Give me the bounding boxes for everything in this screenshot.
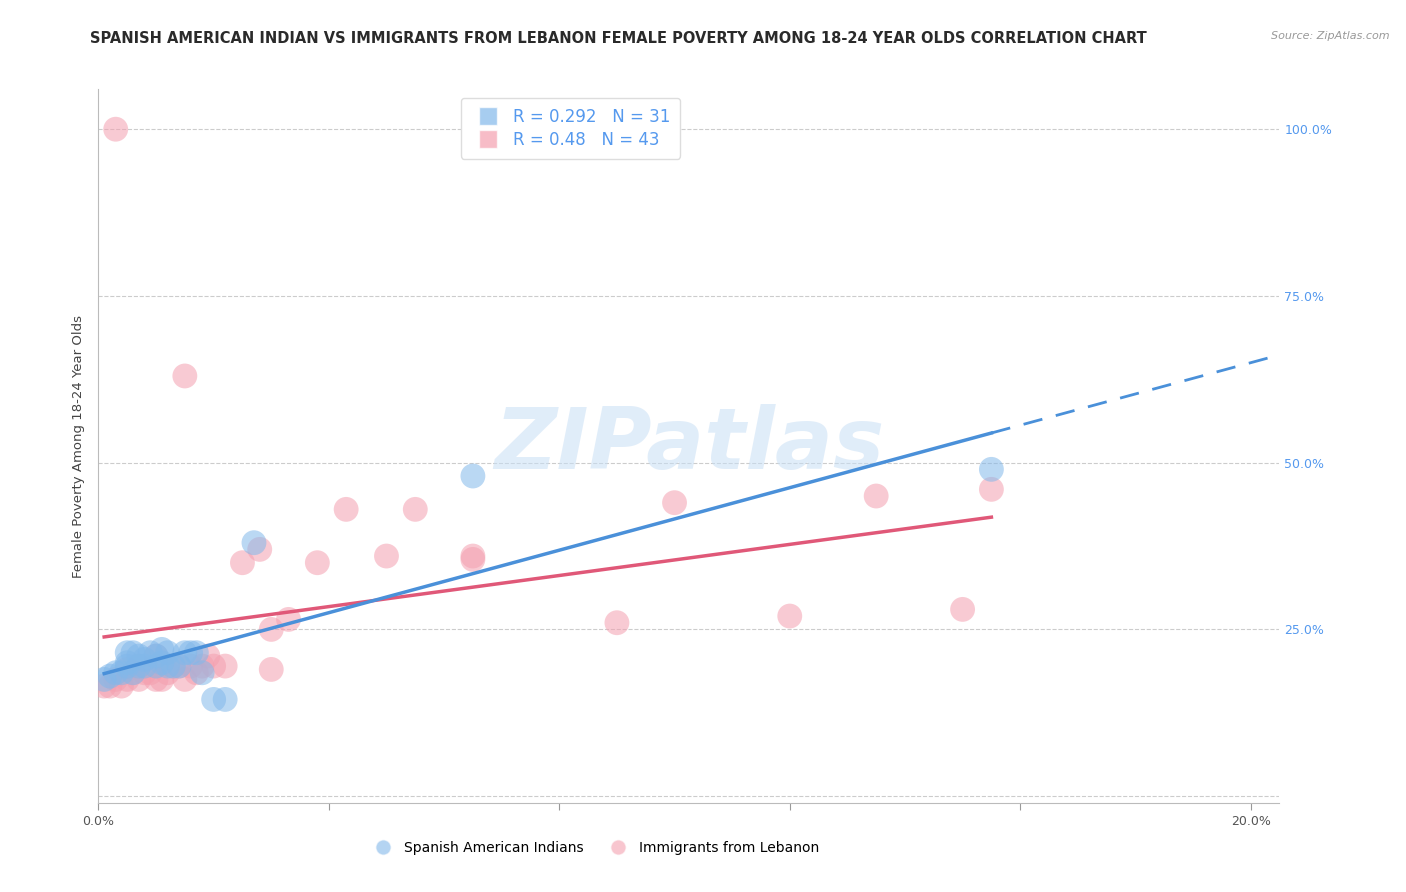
Point xyxy=(779,609,801,624)
Point xyxy=(128,659,150,673)
Point xyxy=(104,665,127,680)
Point xyxy=(128,659,150,673)
Point xyxy=(128,673,150,687)
Point xyxy=(249,542,271,557)
Point xyxy=(145,673,167,687)
Point xyxy=(128,649,150,664)
Point xyxy=(145,659,167,673)
Legend: Spanish American Indians, Immigrants from Lebanon: Spanish American Indians, Immigrants fro… xyxy=(364,835,825,860)
Point xyxy=(202,659,225,673)
Point xyxy=(180,659,202,673)
Point xyxy=(122,665,145,680)
Point xyxy=(260,662,283,676)
Point xyxy=(180,646,202,660)
Point xyxy=(98,669,121,683)
Point xyxy=(122,646,145,660)
Text: ZIPatlas: ZIPatlas xyxy=(494,404,884,488)
Point xyxy=(115,662,138,676)
Point xyxy=(606,615,628,630)
Point xyxy=(156,646,179,660)
Point xyxy=(150,673,173,687)
Point xyxy=(277,612,299,626)
Point xyxy=(173,673,195,687)
Point xyxy=(150,642,173,657)
Point xyxy=(134,659,156,673)
Point xyxy=(186,665,208,680)
Point xyxy=(162,659,184,673)
Point xyxy=(115,659,138,673)
Point xyxy=(167,659,190,673)
Point xyxy=(335,502,357,516)
Point xyxy=(461,549,484,563)
Point xyxy=(191,659,214,673)
Point xyxy=(162,659,184,673)
Point xyxy=(202,692,225,706)
Point xyxy=(186,646,208,660)
Point xyxy=(98,679,121,693)
Text: Source: ZipAtlas.com: Source: ZipAtlas.com xyxy=(1271,31,1389,41)
Point xyxy=(664,496,686,510)
Point xyxy=(156,659,179,673)
Point xyxy=(156,665,179,680)
Point xyxy=(110,665,132,680)
Point xyxy=(214,692,236,706)
Point xyxy=(980,462,1002,476)
Point xyxy=(980,483,1002,497)
Point xyxy=(243,535,266,549)
Point xyxy=(375,549,398,563)
Point xyxy=(139,665,162,680)
Point xyxy=(461,552,484,566)
Point xyxy=(150,656,173,670)
Point xyxy=(145,649,167,664)
Point xyxy=(115,656,138,670)
Point xyxy=(404,502,426,516)
Point xyxy=(145,649,167,664)
Point xyxy=(167,659,190,673)
Point xyxy=(110,679,132,693)
Point xyxy=(231,556,253,570)
Point xyxy=(260,623,283,637)
Point xyxy=(122,665,145,680)
Point xyxy=(461,469,484,483)
Point xyxy=(307,556,329,570)
Point xyxy=(115,673,138,687)
Point xyxy=(93,673,115,687)
Point xyxy=(173,646,195,660)
Point xyxy=(93,679,115,693)
Point xyxy=(865,489,887,503)
Point xyxy=(134,652,156,666)
Point xyxy=(214,659,236,673)
Point xyxy=(104,122,127,136)
Point xyxy=(197,649,219,664)
Point xyxy=(139,646,162,660)
Point xyxy=(173,368,195,383)
Text: SPANISH AMERICAN INDIAN VS IMMIGRANTS FROM LEBANON FEMALE POVERTY AMONG 18-24 YE: SPANISH AMERICAN INDIAN VS IMMIGRANTS FR… xyxy=(90,31,1147,46)
Point xyxy=(115,646,138,660)
Point xyxy=(191,665,214,680)
Point xyxy=(104,673,127,687)
Point xyxy=(952,602,974,616)
Y-axis label: Female Poverty Among 18-24 Year Olds: Female Poverty Among 18-24 Year Olds xyxy=(72,315,86,577)
Point xyxy=(134,665,156,680)
